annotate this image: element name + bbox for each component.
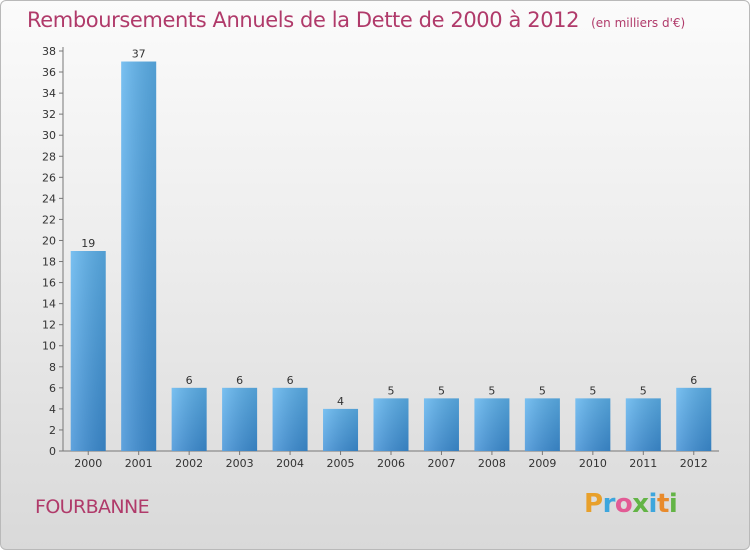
data-label: 6 bbox=[690, 374, 697, 387]
chart-title: Remboursements Annuels de la Dette de 20… bbox=[27, 8, 580, 32]
y-tick-label: 28 bbox=[42, 150, 56, 163]
y-tick-label: 10 bbox=[42, 340, 56, 353]
bar-shade-2011 bbox=[625, 398, 661, 451]
bar-shade-2009 bbox=[524, 398, 560, 451]
data-label: 5 bbox=[388, 384, 395, 397]
y-tick-label: 38 bbox=[42, 45, 56, 58]
bar-shade-2010 bbox=[575, 398, 611, 451]
bar-shade-2003 bbox=[222, 387, 258, 451]
y-tick-label: 26 bbox=[42, 171, 56, 184]
x-tick-label: 2002 bbox=[175, 457, 203, 470]
data-label: 37 bbox=[132, 48, 146, 61]
bars bbox=[70, 61, 712, 452]
y-tick-label: 12 bbox=[42, 319, 56, 332]
bar-shade-2006 bbox=[373, 398, 409, 451]
logo-letter: o bbox=[614, 489, 633, 519]
x-tick-label: 2005 bbox=[327, 457, 355, 470]
x-tick-label: 2006 bbox=[377, 457, 405, 470]
x-tick-label: 2008 bbox=[478, 457, 506, 470]
logo-letter: x bbox=[632, 489, 649, 519]
bar-shade-2002 bbox=[171, 387, 207, 451]
bar-shade-2004 bbox=[272, 387, 308, 451]
logo-letter: r bbox=[602, 489, 616, 519]
y-tick-label: 20 bbox=[42, 234, 56, 247]
commune-name: FOURBANNE bbox=[35, 496, 150, 518]
data-label: 6 bbox=[186, 374, 193, 387]
x-tick-label: 2003 bbox=[226, 457, 254, 470]
x-tick-label: 2004 bbox=[276, 457, 304, 470]
data-label: 19 bbox=[81, 237, 95, 250]
y-tick-label: 30 bbox=[42, 129, 56, 142]
y-tick-label: 22 bbox=[42, 213, 56, 226]
bar-shade-2005 bbox=[323, 408, 359, 451]
title-row: Remboursements Annuels de la Dette de 20… bbox=[27, 8, 685, 32]
x-tick-label: 2000 bbox=[74, 457, 102, 470]
y-tick-label: 18 bbox=[42, 256, 56, 269]
y-tick-label: 36 bbox=[42, 66, 56, 79]
y-tick-label: 6 bbox=[49, 382, 56, 395]
y-tick-label: 0 bbox=[49, 445, 56, 458]
proxiti-logo: Proxiti bbox=[584, 489, 678, 519]
x-tick-label: 2007 bbox=[427, 457, 455, 470]
bar-shade-2012 bbox=[676, 387, 712, 451]
x-tick-label: 2010 bbox=[579, 457, 607, 470]
y-tick-label: 16 bbox=[42, 277, 56, 290]
y-tick-label: 8 bbox=[49, 361, 56, 374]
y-tick-label: 34 bbox=[42, 87, 56, 100]
y-tick-label: 32 bbox=[42, 108, 56, 121]
logo-letter: i bbox=[648, 489, 658, 519]
data-label: 4 bbox=[337, 395, 344, 408]
x-tick-label: 2009 bbox=[528, 457, 556, 470]
y-tick-label: 14 bbox=[42, 298, 56, 311]
logo-letter: t bbox=[656, 489, 669, 519]
y-tick-label: 4 bbox=[49, 403, 56, 416]
bar-shade-2001 bbox=[121, 61, 157, 452]
bar-shade-2007 bbox=[423, 398, 459, 451]
logo-letter: i bbox=[668, 489, 678, 519]
data-label: 5 bbox=[438, 384, 445, 397]
data-label: 6 bbox=[236, 374, 243, 387]
data-label: 5 bbox=[539, 384, 546, 397]
x-tick-label: 2012 bbox=[680, 457, 708, 470]
data-label: 5 bbox=[640, 384, 647, 397]
x-tick-label: 2001 bbox=[125, 457, 153, 470]
logo-letter: P bbox=[584, 489, 603, 519]
unit-note: (en milliers d'€) bbox=[591, 16, 686, 30]
y-tick-label: 2 bbox=[49, 424, 56, 437]
y-tick-label: 24 bbox=[42, 192, 56, 205]
bar-shade-2000 bbox=[70, 251, 106, 451]
data-label: 5 bbox=[589, 384, 596, 397]
data-label: 5 bbox=[488, 384, 495, 397]
bar-shade-2008 bbox=[474, 398, 510, 451]
data-label: 6 bbox=[287, 374, 294, 387]
x-tick-label: 2011 bbox=[629, 457, 657, 470]
labels: 2000 19 2001 37 2002 6 2003 6 2004 6 2005 4 2006 5 200… bbox=[74, 48, 708, 470]
